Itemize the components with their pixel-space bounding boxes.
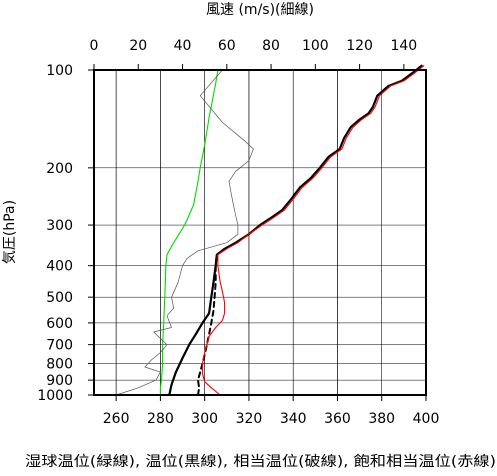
y-tick-label: 700	[46, 338, 73, 354]
x-top-tick-label: 120	[346, 38, 373, 54]
y-tick-label: 800	[46, 357, 73, 373]
x-bottom-tick-label: 400	[413, 411, 440, 427]
y-tick-label: 100	[46, 63, 73, 79]
series-line-wet_bulb	[159, 69, 219, 396]
y-tick-label: 300	[46, 218, 73, 234]
x-bottom-tick-label: 380	[368, 411, 395, 427]
x-top-tick-label: 100	[302, 38, 329, 54]
x-bottom-tick-label: 360	[324, 411, 351, 427]
y-tick-label: 600	[46, 316, 73, 332]
top-axis-title: 風速 (m/s)(細線)	[206, 2, 314, 18]
y-tick-label: 1000	[37, 388, 73, 404]
x-top-tick-label: 40	[174, 38, 192, 54]
label-layer: 260 280 300 320 340 360 380 400 0 20 40 60 80 100 120 1…	[37, 38, 439, 427]
series-line-wind	[115, 69, 254, 396]
plot-frame	[93, 69, 427, 396]
grid-layer	[88, 64, 427, 401]
series-line-theta_es	[201, 65, 425, 396]
y-tick-label: 200	[46, 161, 73, 177]
x-top-tick-label: 60	[218, 38, 236, 54]
x-bottom-tick-label: 260	[103, 411, 130, 427]
x-top-tick-label: 0	[90, 38, 99, 54]
y-tick-label: 500	[46, 290, 73, 306]
y-tick-label: 900	[46, 373, 73, 389]
x-bottom-tick-label: 300	[191, 411, 218, 427]
x-bottom-tick-label: 280	[147, 411, 174, 427]
x-bottom-tick-label: 340	[280, 411, 307, 427]
y-tick-label: 400	[46, 259, 73, 275]
x-top-tick-label: 20	[129, 38, 147, 54]
series-line-theta	[168, 64, 423, 397]
bottom-axis-title: 湿球温位(緑線), 温位(黒線), 相当温位(破線), 飽和相当温位(赤線)	[25, 453, 496, 470]
x-top-tick-label: 80	[262, 38, 280, 54]
x-bottom-tick-label: 320	[236, 411, 263, 427]
series-layer	[115, 64, 425, 397]
x-top-tick-label: 140	[390, 38, 417, 54]
y-axis-title: 気圧(hPa)	[2, 200, 18, 264]
